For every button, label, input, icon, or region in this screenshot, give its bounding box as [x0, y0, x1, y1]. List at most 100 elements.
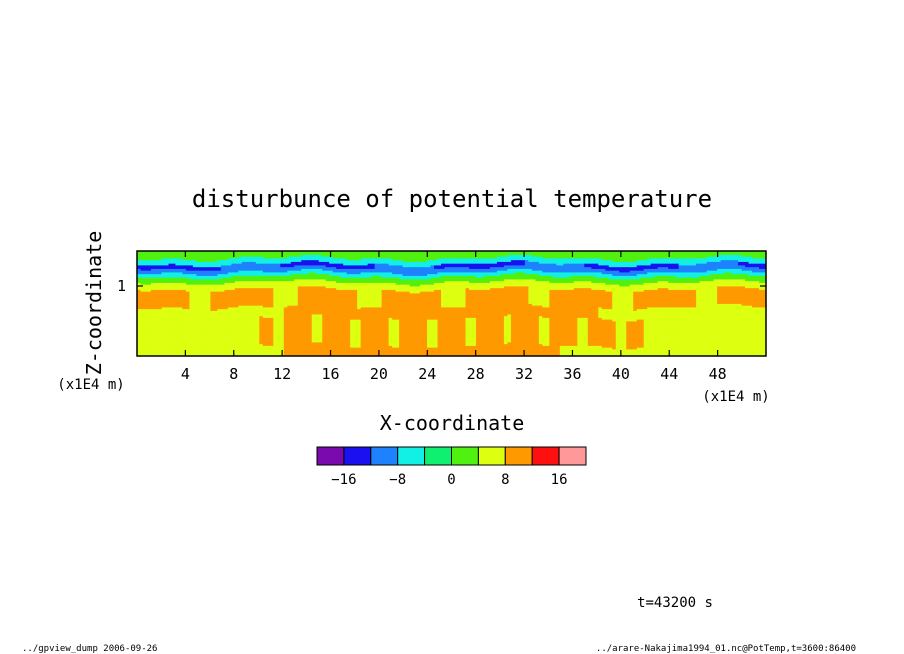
- heatmap-cell: [608, 352, 613, 355]
- heatmap-cell: [535, 350, 540, 353]
- heatmap-cell: [252, 350, 257, 353]
- heatmap-cell: [262, 343, 267, 346]
- heatmap-cell: [360, 340, 365, 343]
- heatmap-cell: [329, 345, 334, 348]
- heatmap-cell: [542, 317, 547, 320]
- heatmap-cell: [210, 349, 215, 352]
- heatmap-cell: [241, 329, 246, 332]
- heatmap-cell: [217, 336, 222, 339]
- heatmap-cell: [266, 324, 271, 327]
- heatmap-cell: [171, 328, 176, 331]
- heatmap-cell: [248, 347, 253, 350]
- heatmap-cell: [252, 331, 257, 334]
- heatmap-cell: [601, 350, 606, 353]
- heatmap-cell: [629, 322, 634, 325]
- heatmap-cell: [458, 317, 463, 320]
- heatmap-cell: [472, 333, 477, 336]
- heatmap-cell: [727, 326, 732, 329]
- heatmap-cell: [461, 338, 466, 341]
- heatmap-cell: [448, 352, 452, 355]
- heatmap-cell: [720, 349, 725, 352]
- heatmap-cell: [434, 342, 438, 345]
- heatmap-cell: [566, 350, 571, 353]
- heatmap-cell: [559, 331, 564, 334]
- heatmap-cell: [224, 333, 229, 336]
- heatmap-cell: [185, 338, 190, 341]
- heatmap-cell: [724, 314, 728, 317]
- heatmap-cell: [224, 347, 229, 350]
- heatmap-cell: [545, 331, 550, 334]
- heatmap-cell: [427, 333, 431, 336]
- heatmap-cell: [171, 343, 176, 346]
- heatmap-cell: [350, 321, 355, 324]
- heatmap-cell: [192, 321, 197, 324]
- heatmap-cell: [692, 335, 697, 338]
- heatmap-cell: [241, 336, 246, 339]
- heatmap-cell: [577, 315, 582, 318]
- heatmap-cell: [427, 322, 431, 325]
- heatmap-cell: [311, 347, 316, 350]
- heatmap-cell: [549, 333, 554, 336]
- heatmap-cell: [220, 340, 225, 343]
- heatmap-cell: [203, 342, 208, 345]
- heatmap-cell: [385, 322, 389, 325]
- heatmap-cell: [287, 319, 292, 322]
- heatmap-cell: [657, 345, 662, 348]
- heatmap-cell: [189, 347, 194, 350]
- heatmap-cell: [664, 324, 669, 327]
- heatmap-cell: [392, 333, 396, 336]
- heatmap-cell: [545, 350, 550, 353]
- heatmap-cell: [402, 335, 407, 338]
- heatmap-cell: [182, 319, 187, 322]
- heatmap-cell: [640, 324, 645, 327]
- heatmap-cell: [528, 347, 533, 350]
- heatmap-cell: [745, 331, 749, 334]
- heatmap-cell: [482, 335, 487, 338]
- heatmap-cell: [329, 324, 334, 327]
- heatmap-cell: [217, 319, 222, 322]
- heatmap-cell: [315, 317, 320, 320]
- heatmap-cell: [304, 342, 309, 345]
- heatmap-cell: [759, 335, 763, 338]
- heatmap-cell: [192, 329, 197, 332]
- heatmap-cell: [332, 336, 337, 339]
- heatmap-cell: [475, 347, 480, 350]
- heatmap-cell: [475, 338, 480, 341]
- heatmap-cell: [692, 333, 697, 336]
- heatmap-cell: [266, 345, 271, 348]
- heatmap-cell: [437, 317, 442, 320]
- heatmap-cell: [168, 333, 173, 336]
- heatmap-cell: [654, 328, 659, 331]
- heatmap-cell: [720, 336, 725, 339]
- heatmap-cell: [713, 342, 718, 345]
- heatmap-cell: [339, 336, 344, 339]
- heatmap-cell: [671, 340, 676, 343]
- heatmap-cell: [608, 333, 613, 336]
- heatmap-cell: [521, 340, 526, 343]
- heatmap-cell: [727, 340, 732, 343]
- heatmap-cell: [210, 336, 215, 339]
- heatmap-cell: [556, 326, 561, 329]
- heatmap-cell: [287, 315, 292, 318]
- heatmap-cell: [682, 350, 687, 353]
- heatmap-cell: [353, 333, 358, 336]
- heatmap-cell: [164, 328, 169, 331]
- heatmap-cell: [706, 338, 711, 341]
- heatmap-cell: [489, 347, 494, 350]
- heatmap-cell: [528, 345, 533, 348]
- heatmap-cell: [378, 324, 383, 327]
- heatmap-cell: [203, 352, 208, 355]
- heatmap-cell: [217, 338, 222, 341]
- heatmap-cell: [325, 342, 330, 345]
- heatmap-cell: [591, 349, 596, 352]
- heatmap-cell: [517, 335, 522, 338]
- heatmap-cell: [273, 345, 278, 348]
- heatmap-cell: [451, 338, 456, 341]
- heatmap-cell: [413, 324, 417, 327]
- heatmap-cell: [185, 328, 190, 331]
- heatmap-cell: [308, 333, 313, 336]
- heatmap-cell: [524, 315, 529, 318]
- heatmap-cell: [210, 319, 215, 322]
- heatmap-cell: [731, 315, 735, 318]
- heatmap-cell: [559, 338, 564, 341]
